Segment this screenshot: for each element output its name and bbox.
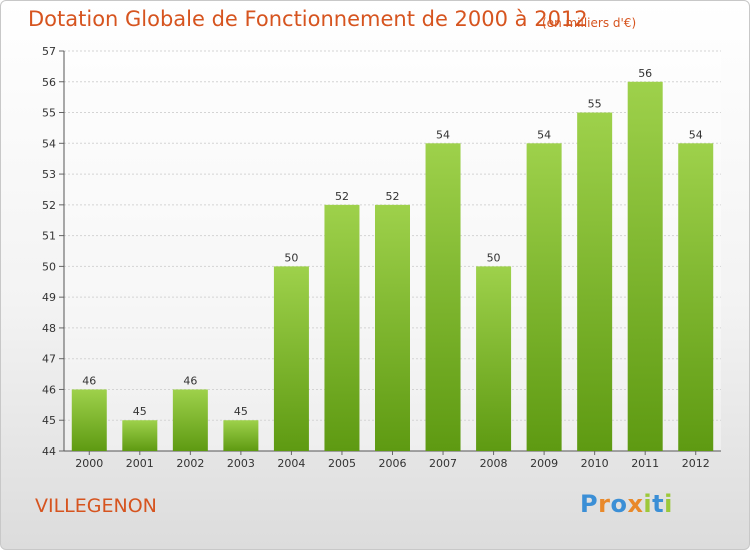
logo-letter: P — [580, 490, 599, 518]
y-tick-label: 49 — [42, 291, 56, 304]
bar — [223, 420, 259, 451]
x-tick-label: 2008 — [480, 457, 508, 470]
bar — [425, 143, 461, 452]
y-tick-label: 54 — [42, 137, 56, 150]
bar — [577, 112, 613, 452]
bar-value-label: 52 — [335, 190, 349, 203]
bar-value-label: 50 — [284, 251, 298, 264]
x-tick-label: 2002 — [176, 457, 204, 470]
bar-value-label: 56 — [638, 67, 652, 80]
y-tick-label: 44 — [42, 445, 56, 458]
bar-value-label: 54 — [689, 128, 703, 141]
bar — [375, 204, 410, 451]
y-tick-label: 50 — [42, 260, 56, 273]
chart-title: Dotation Globale de Fonctionnement de 20… — [28, 7, 588, 31]
y-tick-label: 57 — [42, 45, 56, 58]
proxiti-logo[interactable]: Proxiti — [580, 490, 673, 518]
bar-value-label: 54 — [537, 128, 551, 141]
y-tick-label: 56 — [42, 76, 56, 89]
x-tick-label: 2009 — [530, 457, 558, 470]
logo-letter: o — [610, 490, 628, 518]
bar — [122, 420, 158, 451]
logo-letter: i — [664, 490, 673, 518]
commune-name: VILLEGENON — [35, 495, 157, 517]
bar-value-label: 52 — [386, 190, 400, 203]
x-tick-label: 2005 — [328, 457, 356, 470]
logo-letter: r — [598, 490, 611, 518]
bar — [476, 266, 512, 451]
bar — [627, 81, 663, 452]
bar-value-label: 50 — [487, 251, 501, 264]
x-tick-label: 2000 — [75, 457, 103, 470]
x-tick-label: 2007 — [429, 457, 457, 470]
x-tick-label: 2006 — [379, 457, 407, 470]
y-tick-label: 47 — [42, 353, 56, 366]
y-tick-label: 53 — [42, 168, 56, 181]
bar-value-label: 45 — [234, 405, 248, 418]
bar-value-label: 54 — [436, 128, 450, 141]
bar — [71, 389, 107, 451]
bar-value-label: 55 — [588, 98, 602, 111]
x-tick-label: 2012 — [682, 457, 710, 470]
x-tick-label: 2004 — [277, 457, 305, 470]
logo-letter: t — [652, 490, 665, 518]
y-tick-label: 45 — [42, 414, 56, 427]
x-tick-label: 2001 — [126, 457, 154, 470]
bar — [526, 143, 562, 452]
y-tick-label: 52 — [42, 199, 56, 212]
bar — [324, 204, 360, 451]
y-tick-label: 46 — [42, 383, 56, 396]
x-tick-label: 2011 — [631, 457, 659, 470]
logo-letter: x — [627, 490, 644, 518]
x-tick-label: 2010 — [581, 457, 609, 470]
logo-letter: i — [643, 490, 653, 518]
bar — [172, 389, 208, 451]
x-tick-label: 2003 — [227, 457, 255, 470]
chart-subtitle: (en milliers d'€) — [542, 16, 637, 30]
bar-value-label: 45 — [133, 405, 147, 418]
y-tick-label: 55 — [42, 107, 56, 120]
bar — [273, 266, 309, 451]
bar-value-label: 46 — [183, 374, 197, 387]
bar-value-label: 46 — [82, 374, 96, 387]
y-tick-label: 48 — [42, 322, 56, 335]
bar — [678, 143, 714, 452]
y-tick-label: 51 — [42, 230, 56, 243]
